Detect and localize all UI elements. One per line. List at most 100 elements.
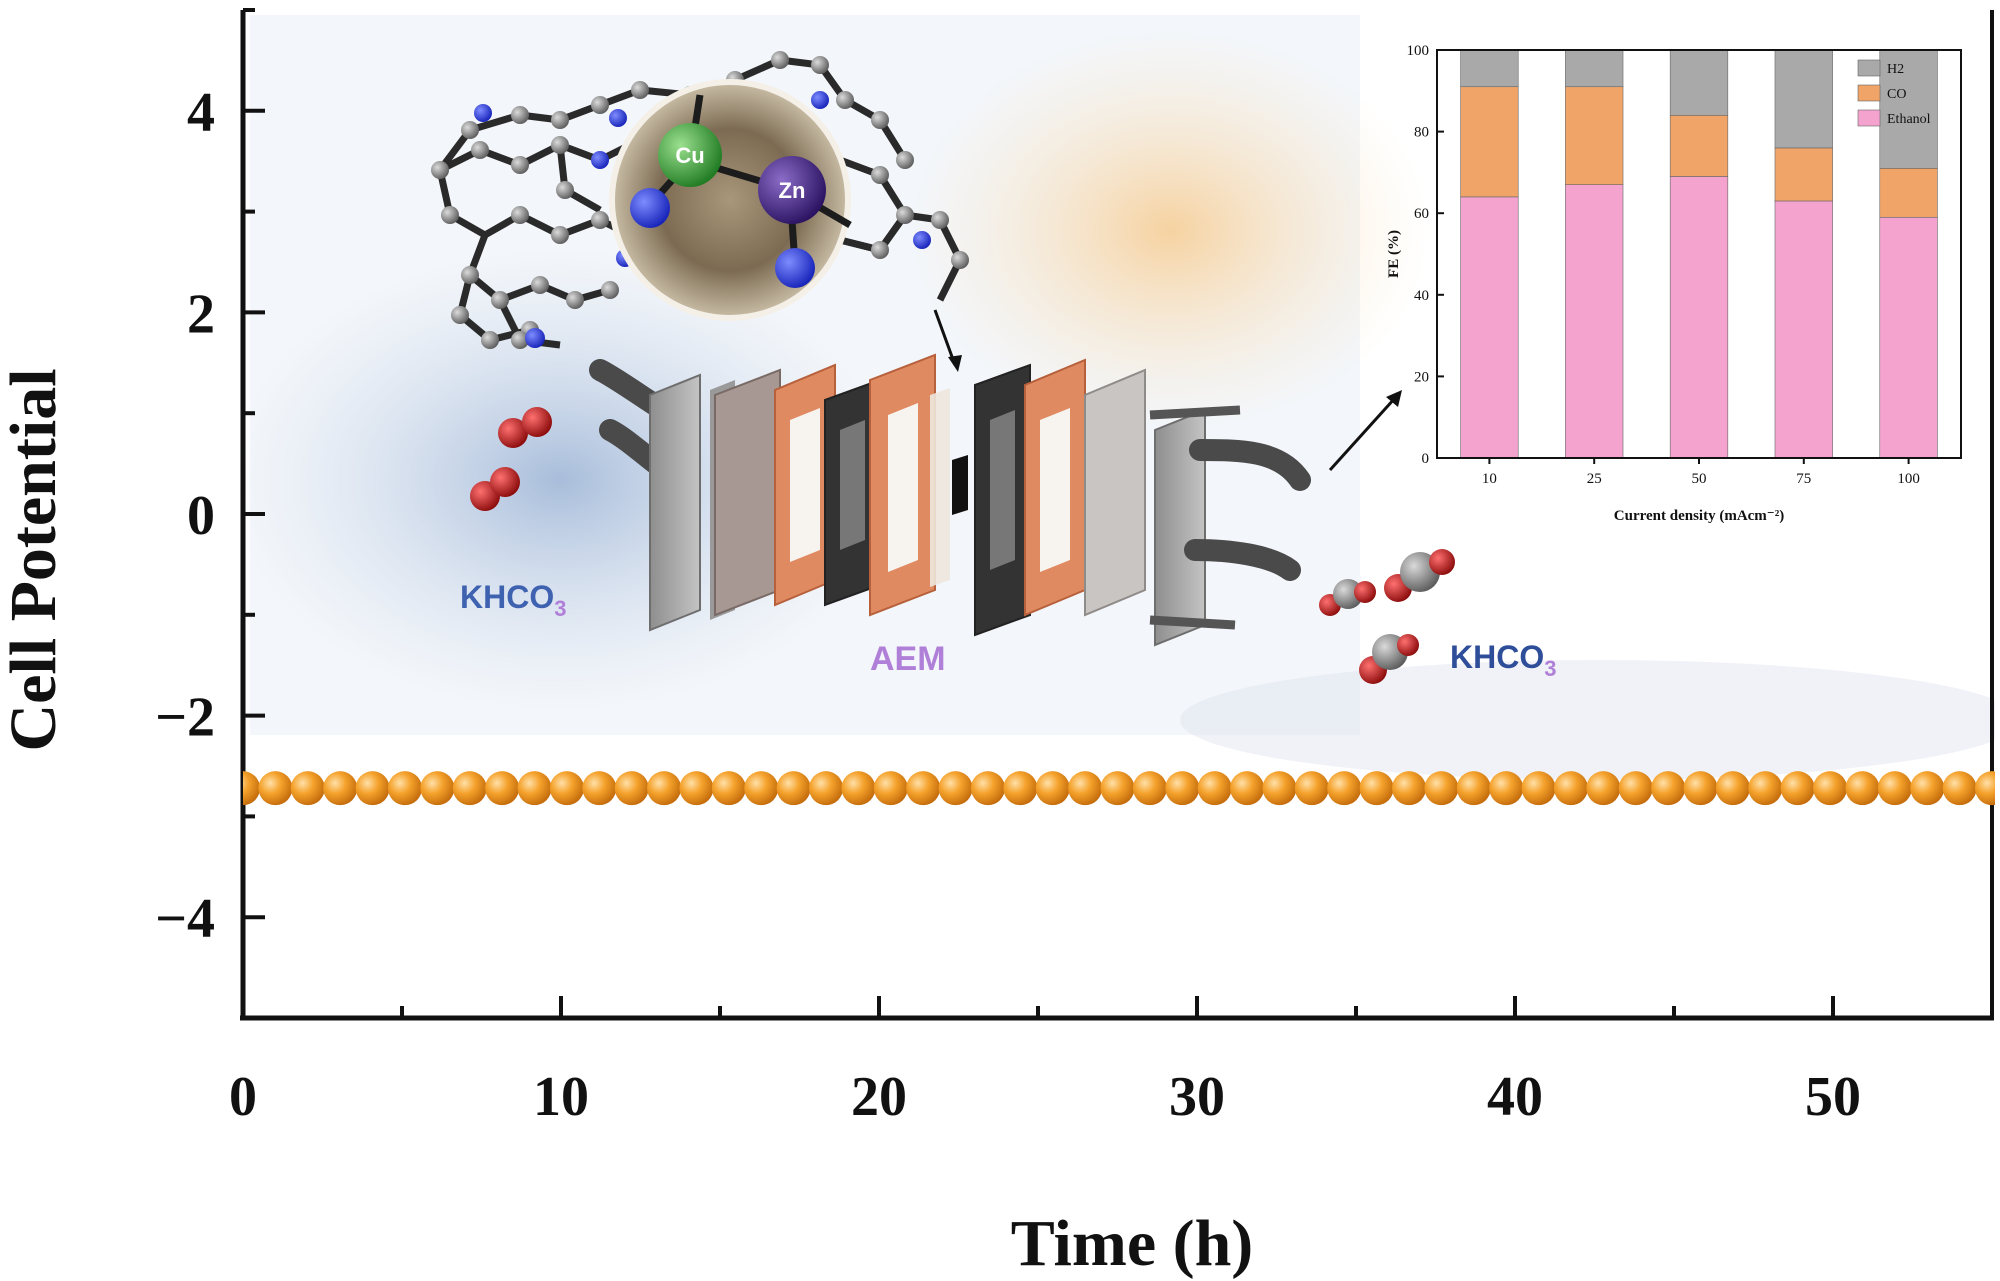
cu-zn-magnifier: Cu Zn <box>609 79 852 321</box>
potential-data-point <box>1392 771 1426 806</box>
x-axis-label: Time (h) <box>1011 1207 1254 1280</box>
potential-data-point <box>1845 771 1880 806</box>
potential-data-point <box>809 771 843 806</box>
end-plate-left <box>649 373 701 632</box>
potential-data-point <box>1780 771 1815 806</box>
inset-legend-label: H2 <box>1887 62 1904 77</box>
potential-data-point <box>711 771 746 806</box>
potential-data-point <box>1035 771 1070 806</box>
inset-bar-segment-co <box>1774 147 1833 202</box>
potential-data-point <box>1521 771 1556 806</box>
lens-nitrogen-atom <box>775 248 815 288</box>
co2-molecule-atom <box>1429 549 1455 575</box>
potential-data-point <box>1651 771 1686 806</box>
inset-x-tick-label: 100 <box>1897 471 1920 487</box>
potential-data-point <box>970 771 1005 806</box>
inset-legend: H2 CO Ethanol <box>1857 59 1931 127</box>
y-tick-label: −4 <box>155 888 215 950</box>
potential-data-point <box>1489 771 1524 806</box>
inset-bar-segment-co <box>1669 114 1729 177</box>
inset-y-tick-label: 0 <box>1422 451 1430 467</box>
potential-data-point <box>1230 771 1265 806</box>
potential-data-point <box>323 771 358 806</box>
electrolyzer-stack-illustration <box>589 353 1402 647</box>
main-axes: 420−2−4 0 10 20 30 40 50 Cell Potential Time … <box>0 8 1994 1280</box>
gasket-window <box>1040 408 1070 572</box>
x-tick-label: 0 <box>229 1066 257 1128</box>
potential-data-point <box>1068 771 1103 806</box>
potential-data-point <box>1262 771 1297 806</box>
x-tick-labels: 0 10 20 30 40 50 <box>229 1066 1861 1128</box>
inset-bar-segment-h2 <box>1774 49 1833 149</box>
potential-data-point <box>614 771 649 806</box>
o2-molecule-atom <box>498 418 528 448</box>
bolt <box>1149 615 1236 630</box>
inset-y-tick-label: 40 <box>1414 288 1429 304</box>
inset-x-tick-label: 50 <box>1692 471 1707 487</box>
catalyst-molecule-illustration: Cu Zn <box>431 51 969 372</box>
inset-bars <box>1460 49 1938 459</box>
potential-data-point <box>1456 771 1491 806</box>
arrow-head <box>1386 390 1402 407</box>
potential-data-point <box>517 771 552 806</box>
potential-data-point <box>873 771 908 806</box>
inset-y-tick-label: 80 <box>1414 125 1429 141</box>
co2-molecule-atom <box>1397 634 1419 656</box>
y-tick-label: 2 <box>187 283 215 345</box>
potential-data-point <box>744 771 779 806</box>
inset-bar-segment-h2 <box>1669 49 1729 116</box>
potential-data-point <box>679 771 714 806</box>
orange-haze <box>910 30 1430 430</box>
potential-data-point <box>1197 771 1232 806</box>
potential-data-point <box>1910 771 1945 806</box>
o2-molecule-atom <box>490 467 520 497</box>
potential-data-point <box>1748 771 1783 806</box>
gasket-window <box>888 403 918 572</box>
illustration-labels: KHCO3 AEM KHCO3 <box>460 579 1556 681</box>
lens-nitrogen-atom <box>630 188 670 228</box>
potential-data-point <box>387 771 422 806</box>
potential-data-point <box>243 771 260 806</box>
inset-x-tick-label: 10 <box>1482 471 1497 487</box>
potential-data-point <box>1294 771 1329 806</box>
potential-data-point <box>841 771 876 806</box>
inset-bar-segment-ethanol <box>1669 176 1729 459</box>
potential-data-point <box>1359 771 1394 806</box>
outlet-tube <box>1184 539 1301 581</box>
aem-label: AEM <box>870 640 946 678</box>
aem-membrane <box>930 388 950 587</box>
y-tick-label: 4 <box>187 82 215 144</box>
inset-bar-segment-ethanol <box>1879 216 1938 459</box>
inset-legend-swatch <box>1857 84 1881 102</box>
inset-y-ticks: 0 20 40 60 80 100 <box>1407 43 1444 467</box>
potential-data-point <box>1975 771 1995 806</box>
bolt <box>1149 405 1241 420</box>
inset-y-tick-label: 60 <box>1414 206 1429 222</box>
inset-bar-segment-co <box>1565 86 1624 185</box>
inset-bar-segment-ethanol <box>1774 200 1833 459</box>
gas-molecules <box>470 407 1455 684</box>
y-tick-labels: 4 2 0 −2 −4 <box>155 82 215 950</box>
y-tick-label: 0 <box>187 485 215 547</box>
potential-data-point <box>485 771 520 806</box>
inset-y-tick-label: 100 <box>1407 43 1430 59</box>
inset-y-tick-label: 20 <box>1414 369 1429 385</box>
inset-x-ticks: 10 25 50 75 100 <box>1482 458 1920 487</box>
khco3-left-label: KHCO3 <box>460 579 566 621</box>
potential-data-point <box>647 771 682 806</box>
x-tick-label: 50 <box>1805 1066 1861 1128</box>
cu-label: Cu <box>675 143 704 168</box>
grey-haze <box>1180 660 1995 780</box>
potential-data-point <box>1100 771 1135 806</box>
x-tick-label: 20 <box>851 1066 907 1128</box>
inset-legend-swatch <box>1857 59 1881 77</box>
potential-data-point <box>1683 771 1718 806</box>
o2-molecule-atom <box>522 407 552 437</box>
potential-data-point <box>1327 771 1362 806</box>
khco3-right-label: KHCO3 <box>1450 639 1556 681</box>
inset-x-tick-label: 75 <box>1796 471 1811 487</box>
inset-bar-segment-h2 <box>1565 49 1624 88</box>
inset-bar-segment-co <box>1879 168 1938 218</box>
inset-y-axis-label: FE (%) <box>1386 230 1402 278</box>
